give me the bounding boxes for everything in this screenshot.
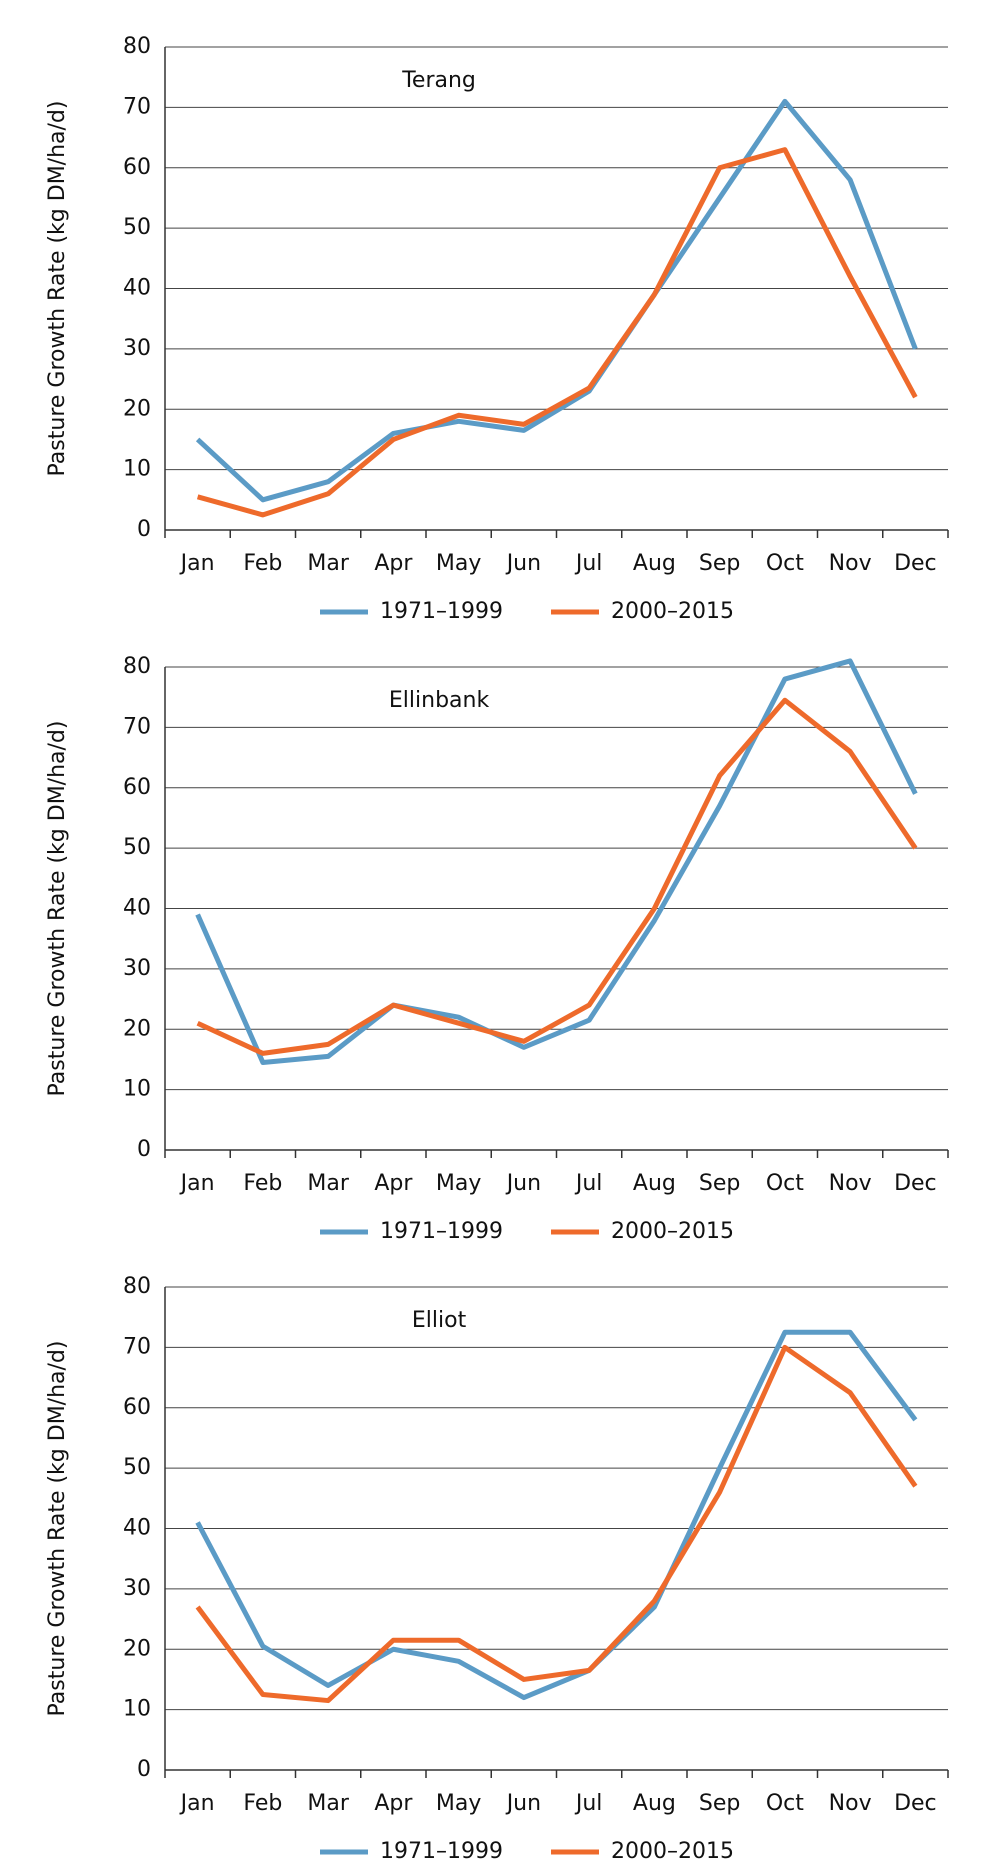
y-tick-label: 0 [137, 1757, 151, 1782]
x-tick-label: Apr [374, 1791, 413, 1816]
x-tick-label: Dec [894, 1791, 937, 1816]
chart-title: Ellinbank [389, 688, 490, 713]
x-tick-label: Feb [243, 551, 282, 576]
y-axis-label: Pasture Growth Rate (kg DM/ha/d) [45, 1341, 70, 1717]
x-tick-label: Jan [179, 1171, 215, 1196]
y-tick-label: 20 [123, 1016, 151, 1041]
y-tick-label: 60 [123, 1395, 151, 1420]
y-tick-label: 60 [123, 775, 151, 800]
x-tick-label: Jun [505, 1791, 541, 1816]
legend-label: 1971–1999 [380, 599, 503, 624]
y-tick-label: 40 [123, 1516, 151, 1541]
x-tick-label: Oct [766, 1791, 804, 1816]
x-tick-label: Aug [633, 551, 676, 576]
y-tick-label: 80 [123, 34, 151, 59]
x-tick-label: Apr [374, 551, 413, 576]
series-line [196, 697, 918, 1056]
chart-title: Terang [401, 68, 476, 93]
y-tick-label: 20 [123, 1636, 151, 1661]
x-tick-label: Mar [307, 1171, 349, 1196]
x-tick-label: Aug [633, 1791, 676, 1816]
x-tick-label: Jan [179, 551, 215, 576]
y-tick-label: 70 [123, 714, 151, 739]
x-tick-label: Mar [307, 551, 349, 576]
x-tick-label: May [436, 1171, 481, 1196]
y-axis-label: Pasture Growth Rate (kg DM/ha/d) [45, 721, 70, 1097]
series-line [195, 658, 918, 1065]
y-tick-label: 50 [123, 215, 151, 240]
y-tick-label: 80 [123, 654, 151, 679]
chart-title: Elliot [412, 1308, 467, 1333]
y-tick-label: 70 [123, 94, 151, 119]
x-tick-label: May [436, 1791, 481, 1816]
series-line [195, 1344, 918, 1704]
x-tick-label: Nov [829, 1171, 872, 1196]
y-tick-label: 0 [137, 1137, 151, 1162]
x-tick-label: Sep [699, 1171, 740, 1196]
x-tick-label: Apr [374, 1171, 413, 1196]
x-tick-label: Sep [699, 1791, 740, 1816]
y-tick-label: 50 [123, 1455, 151, 1480]
x-tick-label: Jun [505, 551, 541, 576]
x-tick-label: Sep [699, 551, 740, 576]
y-tick-label: 60 [123, 155, 151, 180]
series-line [195, 98, 918, 503]
x-tick-label: Aug [633, 1171, 676, 1196]
x-tick-label: Jul [574, 1791, 603, 1816]
series-line [196, 147, 918, 518]
legend-label: 2000–2015 [611, 1839, 734, 1860]
x-tick-label: Oct [766, 1171, 804, 1196]
y-tick-label: 30 [123, 336, 151, 361]
y-tick-label: 80 [123, 1274, 151, 1299]
y-tick-label: 70 [123, 1334, 151, 1359]
y-tick-label: 10 [123, 457, 151, 482]
x-tick-label: Oct [766, 551, 804, 576]
x-tick-label: Feb [243, 1791, 282, 1816]
x-tick-label: Jul [574, 551, 603, 576]
y-tick-label: 10 [123, 1697, 151, 1722]
series-line [195, 1329, 918, 1701]
y-axis-label: Pasture Growth Rate (kg DM/ha/d) [45, 101, 70, 477]
y-tick-label: 40 [123, 896, 151, 921]
x-tick-label: May [436, 551, 481, 576]
x-tick-label: Feb [243, 1171, 282, 1196]
y-tick-label: 10 [123, 1077, 151, 1102]
legend-label: 1971–1999 [380, 1839, 503, 1860]
x-tick-label: Dec [894, 1171, 937, 1196]
y-tick-label: 50 [123, 835, 151, 860]
legend-label: 1971–1999 [380, 1219, 503, 1244]
y-tick-label: 20 [123, 396, 151, 421]
x-tick-label: Jul [574, 1171, 603, 1196]
x-tick-label: Mar [307, 1791, 349, 1816]
y-tick-label: 0 [137, 517, 151, 542]
y-tick-label: 30 [123, 1576, 151, 1601]
y-tick-label: 40 [123, 276, 151, 301]
legend-label: 2000–2015 [611, 1219, 734, 1244]
x-tick-label: Nov [829, 551, 872, 576]
legend-label: 2000–2015 [611, 599, 734, 624]
y-tick-label: 30 [123, 956, 151, 981]
x-tick-label: Nov [829, 1791, 872, 1816]
x-tick-label: Jun [505, 1171, 541, 1196]
x-tick-label: Jan [179, 1791, 215, 1816]
x-tick-label: Dec [894, 551, 937, 576]
